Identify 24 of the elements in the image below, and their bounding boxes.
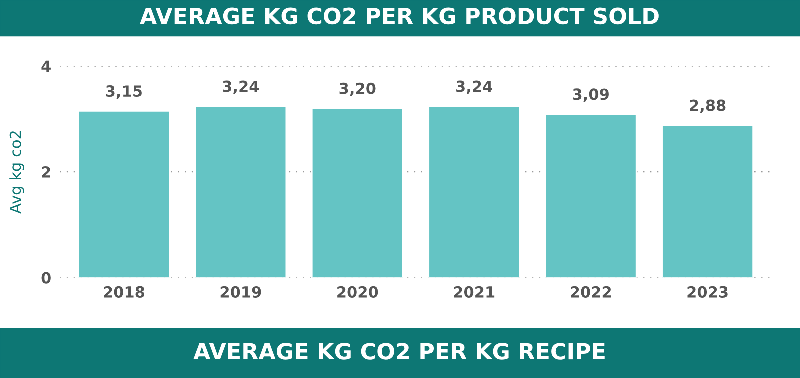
x-tick-label: 2023 xyxy=(688,286,728,298)
y-tick-label: 4 xyxy=(42,60,51,72)
bar xyxy=(78,110,170,278)
text: AVERAGE KG CO2 PER KG RECIPE xyxy=(194,343,605,360)
x-tick-label: 2020 xyxy=(338,286,378,298)
bar xyxy=(194,106,288,278)
data-label: 3,24 xyxy=(456,80,493,94)
bar xyxy=(662,124,754,278)
chart-title: AVERAGE KG CO2 PER KG PRODUCT SOLD xyxy=(140,8,659,25)
x-tick-label: 2019 xyxy=(220,286,262,298)
x-tick-label: 2021 xyxy=(454,286,495,298)
bar xyxy=(428,106,521,278)
data-label: 2,88 xyxy=(690,100,726,114)
data-label: 3,20 xyxy=(340,82,376,96)
bar xyxy=(544,114,638,278)
x-tick-label: 2018 xyxy=(104,286,145,298)
bar xyxy=(311,108,404,278)
y-tick-label: 2 xyxy=(42,166,50,178)
data-label: 3,09 xyxy=(573,88,609,102)
data-label: 3,24 xyxy=(223,80,260,94)
x-tick-label: 2022 xyxy=(571,286,612,298)
y-axis-title: Avg kg co2 xyxy=(10,132,24,214)
data-label: 3,15 xyxy=(106,86,142,100)
y-tick-label: 0 xyxy=(42,272,51,284)
